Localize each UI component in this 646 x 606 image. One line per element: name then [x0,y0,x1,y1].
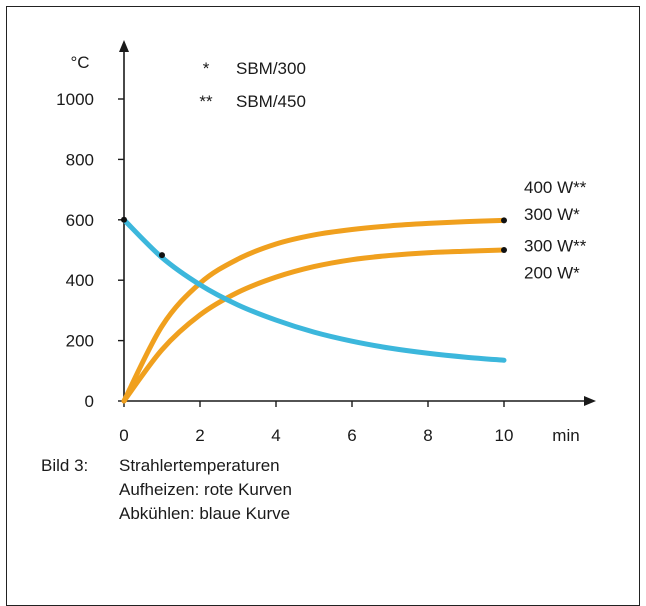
x-tick-label: 4 [271,426,280,445]
data-point-marker [501,217,507,224]
x-axis-arrow [584,396,596,406]
temperature-chart: 0 200 400 600 800 1000 0 2 4 6 8 10 °C min * SBM/300 **… [56,40,596,445]
series-label: 300 W** [524,236,587,255]
labels-layer: * SBM/300 ** SBM/450 400 W** 300 W* 300 W** 200… [199,59,586,283]
x-tick-label: 0 [119,426,128,445]
heating-curve-1 [121,217,507,404]
caption-heating: Aufheizen: rote Kurven [119,480,292,499]
y-tick-label: 800 [66,150,94,169]
y-axis-arrow [119,40,129,52]
caption-number: Bild 3: [41,456,89,475]
y-tick-label: 600 [66,211,94,230]
data-point-marker [121,216,127,223]
y-tick-label: 1000 [56,90,94,109]
cooling-curve [121,217,507,363]
data-point-marker [159,252,165,259]
series-layer [121,216,507,404]
y-axis-label: °C [70,53,89,72]
series-label: 400 W** [524,178,587,197]
axes: 0 200 400 600 800 1000 0 2 4 6 8 10 °C min [56,40,596,445]
caption-title: Strahlertemperaturen [119,456,280,475]
series-label: 300 W* [524,205,580,224]
y-tick-label: 0 [85,392,94,411]
x-tick-label: 2 [195,426,204,445]
heating-curve-2 [121,247,507,404]
legend-label: SBM/450 [236,92,306,111]
legend-symbol: * [203,59,210,78]
y-tick-label: 200 [66,332,94,351]
legend-symbol: ** [199,92,213,111]
series-label: 200 W* [524,264,580,283]
legend-label: SBM/300 [236,59,306,78]
x-tick-label: 8 [423,426,432,445]
y-tick-label: 400 [66,271,94,290]
figure-caption: Bild 3: Strahlertemperaturen Aufheizen: … [41,454,292,526]
x-tick-label: 10 [495,426,514,445]
x-tick-label: 6 [347,426,356,445]
caption-cooling: Abkühlen: blaue Kurve [119,504,291,523]
x-axis-label: min [552,426,579,445]
data-point-marker [501,247,507,253]
